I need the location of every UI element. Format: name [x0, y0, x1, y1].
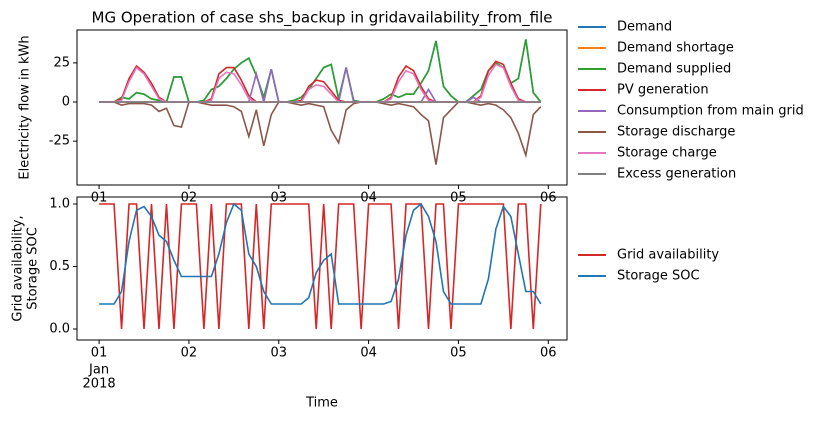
series-line [99, 202, 542, 305]
legend-label: PV generation [617, 83, 709, 98]
x-axis-label: Time [305, 396, 338, 411]
x-tick-label: 01 [91, 346, 108, 361]
x-tick-label: 06 [540, 191, 557, 206]
plot-area [99, 39, 542, 165]
x-tick-label: 04 [360, 346, 377, 361]
chart-title: MG Operation of case shs_backup in grida… [92, 9, 553, 28]
y-tick-label: -25 [49, 134, 70, 149]
legend-label: Demand supplied [617, 62, 731, 77]
series-line [99, 101, 542, 165]
plot-area [99, 202, 542, 330]
x-date-label: 2018 [83, 377, 116, 392]
x-tick-label: 04 [360, 191, 377, 206]
legend-label: Consumption from main grid [617, 104, 804, 119]
axes-frame [76, 29, 568, 186]
legend-label: Grid availability [617, 248, 719, 263]
legend-label: Storage charge [617, 146, 717, 161]
y-axis-label: Electricity flow in kWh [18, 35, 33, 179]
axes-frame [76, 196, 568, 341]
legend-label: Excess generation [617, 167, 736, 182]
y-tick-label: 0.5 [49, 259, 70, 274]
y-axis-label: Grid availability, [11, 215, 26, 321]
x-tick-label: 02 [181, 191, 198, 206]
y-tick-label: 1.0 [49, 197, 70, 212]
legend-label: Demand [617, 20, 672, 35]
x-tick-label: 05 [450, 346, 467, 361]
x-tick-label: 01 [91, 191, 108, 206]
y-axis-label: Storage SOC [26, 227, 41, 310]
series-line [99, 39, 542, 103]
x-tick-label: 05 [450, 191, 467, 206]
series-line [99, 60, 541, 103]
series-line [99, 39, 542, 103]
y-tick-label: 25 [53, 55, 70, 70]
x-date-label: Jan [88, 363, 109, 378]
legend-label: Storage SOC [617, 269, 700, 284]
legend-label: Demand shortage [617, 41, 734, 56]
series-line [99, 63, 541, 103]
x-tick-label: 03 [270, 191, 287, 206]
x-tick-label: 03 [270, 346, 287, 361]
x-tick-label: 02 [181, 346, 198, 361]
y-tick-label: 0 [62, 95, 70, 110]
legend-label: Storage discharge [617, 125, 735, 140]
y-tick-label: 0.0 [49, 322, 70, 337]
x-tick-label: 06 [540, 346, 557, 361]
